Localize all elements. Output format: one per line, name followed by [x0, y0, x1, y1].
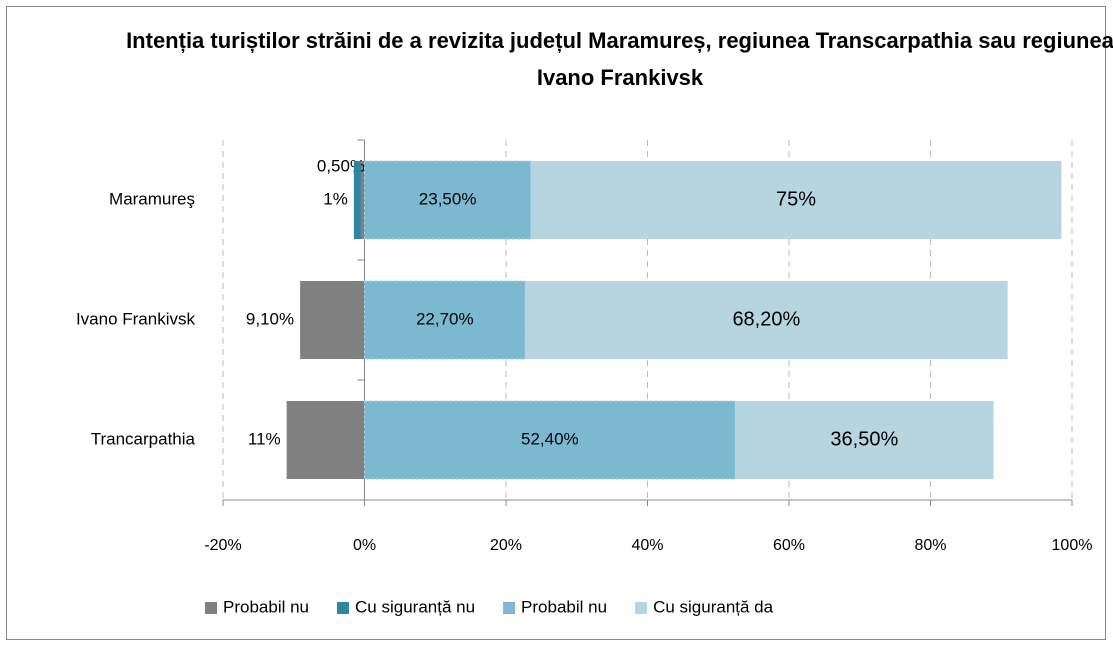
legend-swatch [205, 602, 217, 614]
bar-segment [364, 400, 736, 480]
legend-swatch [635, 602, 648, 614]
x-tick-label: 100% [1052, 537, 1093, 554]
data-label: 0,50% [317, 156, 365, 175]
x-tick-label: 60% [773, 537, 805, 554]
bar-segment [286, 401, 365, 479]
bar-segment [364, 280, 526, 360]
legend-swatch [337, 602, 350, 614]
legend-swatch [503, 602, 516, 614]
data-label: 11% [248, 429, 281, 448]
legend-label: Probabil nu [223, 597, 309, 616]
y-tick-label: Maramureş [109, 189, 195, 208]
legend-label: Cu siguranță da [653, 597, 774, 616]
data-label: 9,10% [246, 309, 294, 328]
bar-segment [300, 281, 365, 359]
data-label: 75% [776, 188, 816, 210]
y-tick-label: Trancarpathia [91, 429, 196, 448]
legend-label: Probabil nu [521, 597, 607, 616]
data-label: 68,20% [732, 308, 800, 330]
data-label: 52,40% [521, 429, 579, 448]
data-label: 36,50% [830, 428, 898, 450]
x-tick-label: -20% [204, 537, 241, 554]
bar-segment [530, 161, 1062, 239]
x-tick-label: 0% [353, 537, 376, 554]
data-label: 23,50% [419, 189, 477, 208]
data-label: 1% [323, 189, 348, 208]
chart-title: Intenția turiștilor străini de a revizit… [126, 28, 1113, 90]
y-tick-label: Ivano Frankivsk [76, 309, 196, 328]
legend-label: Cu siguranță nu [355, 597, 475, 616]
bar-segment [360, 161, 365, 239]
title-box: Intenția turiștilor străini de a revizit… [126, 28, 1113, 90]
bar-segment [735, 401, 994, 479]
x-tick-label: 20% [490, 537, 522, 554]
x-tick-label: 40% [631, 537, 663, 554]
bar-segment [353, 161, 361, 239]
data-label: 22,70% [416, 309, 474, 328]
x-tick-label: 80% [914, 537, 946, 554]
bar-segment [525, 281, 1008, 359]
